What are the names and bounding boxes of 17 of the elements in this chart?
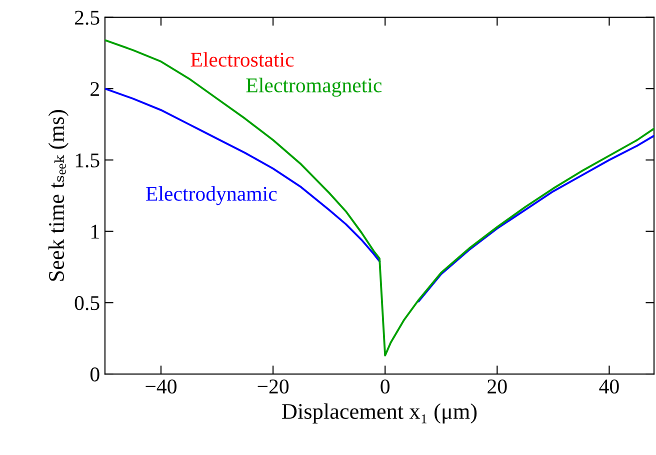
y-axis-title: Seek time tₛₑₑₖ (ms) — [48, 110, 68, 281]
x-tick-label: 20 — [488, 379, 507, 394]
line-series — [104, 39, 654, 356]
x-tick-label: −20 — [258, 379, 289, 394]
x-tick-label: −40 — [146, 379, 176, 394]
y-tick-label: 1 — [92, 224, 99, 239]
x-tick-label: 0 — [380, 379, 390, 394]
series-label: Electromagnetic — [246, 78, 382, 97]
y-tick-label: 1.5 — [76, 153, 100, 168]
y-tick-label: 0.5 — [74, 296, 100, 310]
y-tick-label: 2 — [90, 82, 99, 96]
series-label: Electrodynamic — [146, 186, 277, 206]
x-tick-label: 40 — [599, 379, 619, 394]
y-tick-label: 0 — [90, 367, 100, 382]
y-tick-label: 2.5 — [74, 10, 100, 25]
x-axis-title: Displacement x₁ (μm) — [282, 403, 477, 424]
legend-label: Electrostatic — [190, 52, 294, 67]
